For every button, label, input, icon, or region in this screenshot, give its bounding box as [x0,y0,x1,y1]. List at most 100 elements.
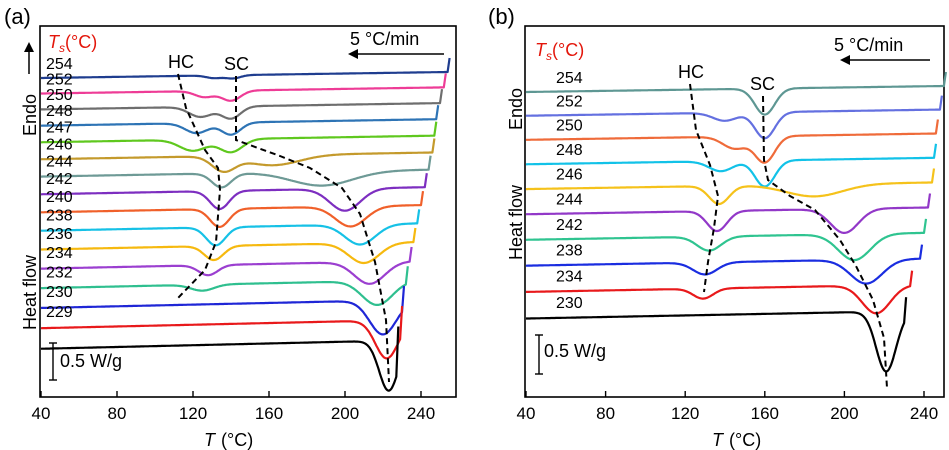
panel-a-ts-header: Ts(°C) [48,32,97,55]
curve-label-242: 242 [46,171,73,188]
curve-label-247: 247 [46,120,73,137]
panel-b-rate-label: 5 °C/min [834,35,903,55]
panel-a-curves [40,57,451,392]
panel-a-sc-trace [235,76,390,383]
curve-label-238: 238 [556,243,583,260]
curve-252 [525,95,943,140]
x-tick-label: 80 [108,404,127,423]
panel-b: (b) Ts(°C) 5 °C/min HC SC Heat flow Endo… [488,4,947,450]
curve-234 [525,270,914,315]
panel-b-ts-header: Ts(°C) [535,40,584,63]
curve-label-250: 250 [46,87,73,104]
curve-label-232: 232 [46,264,73,281]
panel-b-label: (b) [488,4,515,29]
panel-b-scale-label: 0.5 W/g [544,341,606,361]
curve-label-246: 246 [556,166,583,183]
panel-b-frame [524,25,945,398]
curve-250 [40,88,444,120]
panel-b-scale-bar: 0.5 W/g [535,334,606,375]
panel-a-hc-label: HC [168,52,194,72]
panel-b-curves [525,71,947,373]
curve-246 [40,138,436,173]
curve-234 [40,246,413,285]
curve-label-234: 234 [46,245,73,262]
curve-252 [40,73,447,102]
curve-label-230: 230 [556,295,583,312]
curve-label-244: 244 [556,192,583,209]
x-tick-label: 240 [910,404,938,423]
panel-a: (a) Ts(°C) 5 °C/min HC SC Heat flow Endo… [4,4,457,450]
curve-229 [40,306,404,360]
panel-a-label: (a) [4,4,31,29]
curve-label-248: 248 [556,142,583,159]
curve-248 [525,143,938,188]
curve-label-250: 250 [556,118,583,135]
panel-a-xlabel: T (°C) [204,430,253,450]
x-tick-label: 160 [255,404,283,423]
x-tick-label: 40 [32,404,51,423]
panel-a-scale-bar: 0.5 W/g [49,342,122,381]
curve-236 [40,227,417,265]
curve-label-248: 248 [46,103,73,120]
curve-230 [525,297,908,373]
panel-b-sc-trace [762,95,888,389]
x-tick-label: 200 [830,404,858,423]
x-tick-label: 160 [751,404,779,423]
curve-label-242: 242 [556,217,583,234]
panel-b-xlabel: T (°C) [712,430,761,450]
x-tick-label: 120 [179,404,207,423]
curve-238 [40,209,421,247]
x-tick-label: 40 [517,404,536,423]
panel-a-rate-arrowhead [348,49,358,59]
panel-b-sc-label: SC [750,74,775,94]
curve-246 [525,168,936,206]
curve-238 [525,244,924,285]
curve-254 [525,71,947,116]
curve-label-246: 246 [46,137,73,154]
panel-a-frame [39,25,457,398]
curve-label-252: 252 [46,71,73,88]
panel-b-curve-labels: 254 252 250 248 246 244 242 238 234 230 [556,70,583,312]
panel-a-ylabel-endo: Endo [20,94,40,136]
panel-b-rate-arrowhead [840,55,850,65]
panel-b-hc-trace [689,83,720,293]
panel-a-ylabel-heat: Heat flow [20,254,40,330]
panel-a-x-ticks: 40 80 120 160 200 240 [32,391,435,423]
panel-a-hc-trace [177,73,222,299]
x-tick-label: 240 [407,404,435,423]
panel-a-rate-label: 5 °C/min [350,29,419,49]
curve-247 [40,121,438,154]
curve-242 [40,173,428,212]
curve-244 [525,193,932,234]
curve-label-254: 254 [46,56,73,73]
curve-label-238: 238 [46,207,73,224]
curve-label-252: 252 [556,94,583,111]
curve-label-230: 230 [46,284,73,301]
panel-b-ylabel-heat: Heat flow [506,184,526,260]
curve-label-244: 244 [46,154,73,171]
curve-label-236: 236 [46,226,73,243]
curve-label-234: 234 [556,269,583,286]
curve-248 [40,105,440,136]
curve-label-254: 254 [556,70,583,87]
panel-b-ylabel-endo: Endo [506,88,526,130]
curve-240 [40,190,425,228]
x-tick-label: 120 [671,404,699,423]
curve-232 [40,266,409,306]
curve-250 [525,119,939,164]
x-tick-label: 200 [331,404,359,423]
panel-b-hc-label: HC [678,62,704,82]
x-tick-label: 80 [596,404,615,423]
curve-label-240: 240 [46,189,73,206]
curve-244 [40,155,432,189]
panel-a-scale-label: 0.5 W/g [60,351,122,371]
panel-a-endo-arrowhead [24,42,34,52]
curve-label-229: 229 [46,304,73,321]
curve-242 [525,218,928,262]
curve-254 [40,57,451,80]
curve-230 [40,285,406,336]
panel-b-x-ticks: 40 80 120 160 200 240 [517,391,938,423]
curve-unlabeled [40,326,400,392]
